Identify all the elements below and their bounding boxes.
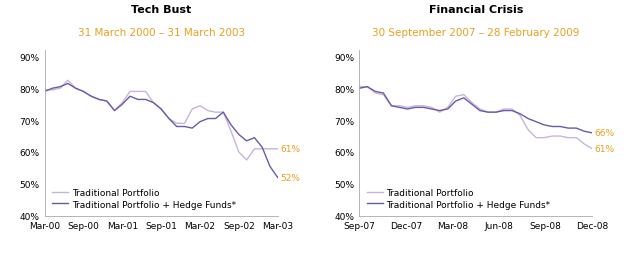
Text: 52%: 52% [280,173,300,182]
Text: 61%: 61% [280,145,300,154]
Text: 31 March 2000 – 31 March 2003: 31 March 2000 – 31 March 2003 [78,28,245,38]
Legend: Traditional Portfolio, Traditional Portfolio + Hedge Funds*: Traditional Portfolio, Traditional Portf… [364,185,553,211]
Text: Tech Bust: Tech Bust [131,5,191,14]
Text: 61%: 61% [595,145,615,154]
Legend: Traditional Portfolio, Traditional Portfolio + Hedge Funds*: Traditional Portfolio, Traditional Portf… [49,185,238,211]
Text: 30 September 2007 – 28 February 2009: 30 September 2007 – 28 February 2009 [372,28,580,38]
Text: 66%: 66% [595,129,615,138]
Text: Financial Crisis: Financial Crisis [429,5,523,14]
